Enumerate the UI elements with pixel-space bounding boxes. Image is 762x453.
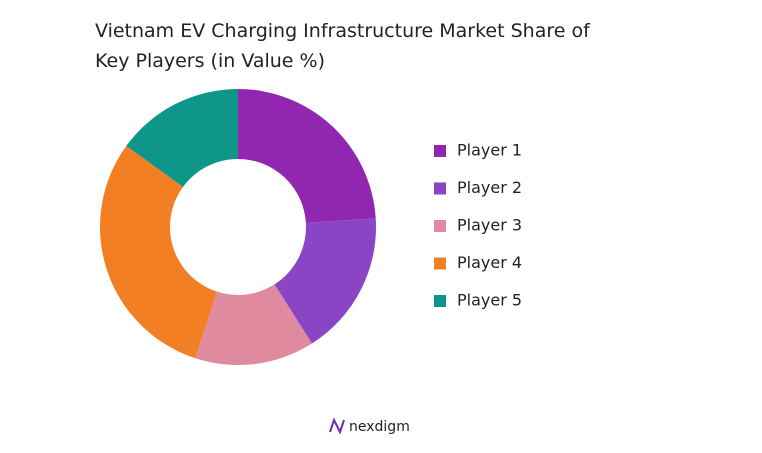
legend-swatch — [434, 145, 446, 157]
legend-label: Player 1 — [457, 141, 522, 160]
legend-swatch — [434, 257, 446, 270]
legend-label: Player 3 — [457, 216, 522, 235]
legend-label: Player 5 — [457, 291, 522, 310]
slice — [126, 89, 238, 188]
legend-swatch — [434, 182, 446, 195]
legend-label: Player 4 — [457, 253, 522, 272]
chart-title: Vietnam EV Charging Infrastructure Marke… — [95, 20, 596, 72]
logo: nexdigm — [329, 417, 410, 435]
slice — [238, 89, 376, 223]
logo-icon — [329, 417, 345, 435]
slice — [274, 218, 376, 344]
legend-swatch — [434, 295, 446, 307]
slice — [99, 145, 217, 359]
slice — [195, 284, 312, 365]
logo-text: nexdigm — [349, 419, 410, 435]
legend-label: Player 2 — [457, 178, 522, 197]
legend-swatch — [434, 220, 446, 232]
